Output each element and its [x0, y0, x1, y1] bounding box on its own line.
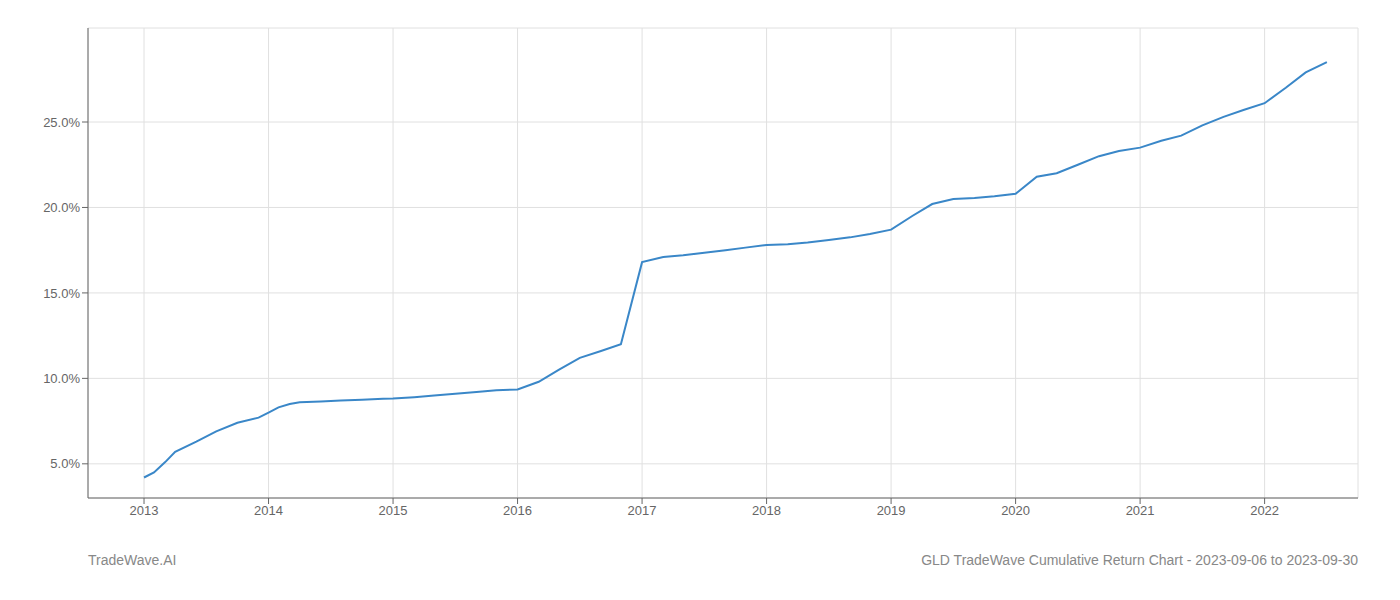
- svg-text:2019: 2019: [877, 503, 906, 518]
- svg-text:25.0%: 25.0%: [43, 115, 80, 130]
- svg-text:5.0%: 5.0%: [50, 456, 80, 471]
- html-text:GLD TradeWave Cumulative Retur: GLD TradeWave Cumulative Return Chart - …: [921, 552, 1358, 568]
- svg-text:2014: 2014: [254, 503, 283, 518]
- svg-text:2016: 2016: [503, 503, 532, 518]
- svg-text:15.0%: 15.0%: [43, 286, 80, 301]
- svg-text:2017: 2017: [628, 503, 657, 518]
- svg-text:2013: 2013: [130, 503, 159, 518]
- svg-text:2020: 2020: [1001, 503, 1030, 518]
- svg-text:2015: 2015: [379, 503, 408, 518]
- svg-text:2022: 2022: [1250, 503, 1279, 518]
- svg-text:2021: 2021: [1126, 503, 1155, 518]
- html-text:TradeWave.AI: TradeWave.AI: [88, 552, 177, 568]
- svg-text:20.0%: 20.0%: [43, 200, 80, 215]
- svg-text:10.0%: 10.0%: [43, 371, 80, 386]
- svg-text:2018: 2018: [752, 503, 781, 518]
